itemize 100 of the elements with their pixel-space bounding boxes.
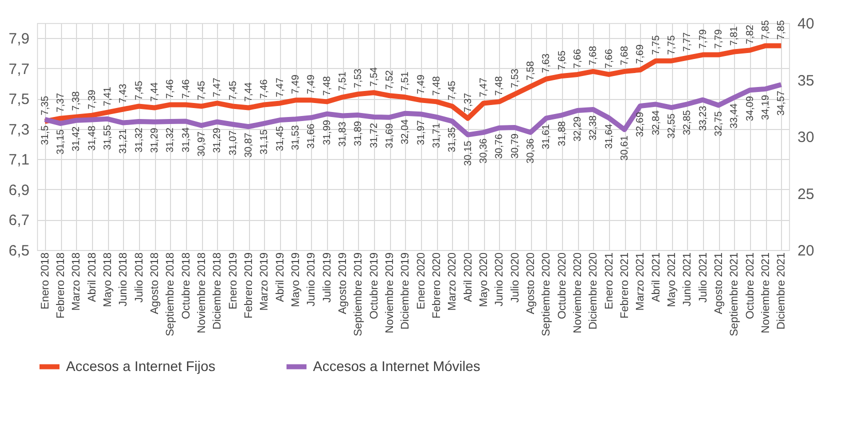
- x-tick-label: Febrero 2021: [619, 252, 631, 319]
- data-label: 7,51: [338, 71, 348, 92]
- data-label: 7,77: [682, 32, 694, 52]
- data-label: 7,47: [274, 77, 286, 98]
- data-label: 7,75: [666, 34, 678, 55]
- x-tick-label: Agosto 2018: [149, 252, 161, 314]
- data-label: 31,53: [290, 124, 302, 150]
- legend-label: Accesos a Internet Móviles: [313, 358, 480, 374]
- data-label: 31,15: [56, 129, 66, 154]
- x-tick-label: Enero 2019: [227, 252, 240, 310]
- x-tick-label: Julio 2020: [509, 252, 522, 303]
- data-label: 7,82: [744, 24, 756, 44]
- data-label: 31,45: [274, 126, 286, 152]
- data-label: 7,38: [71, 90, 82, 111]
- x-tick-label: Julio 2019: [321, 252, 334, 303]
- data-label: 7,46: [165, 78, 176, 99]
- data-label: 31,55: [102, 124, 114, 150]
- data-label: 7,45: [228, 80, 239, 100]
- y-tick-label: 6,9: [8, 182, 30, 199]
- data-label: 7,45: [196, 80, 208, 100]
- data-label: 7,46: [259, 78, 270, 99]
- data-label: 30,36: [478, 138, 490, 164]
- y2-tick-label: 30: [798, 129, 814, 146]
- y-tick-label: 6,5: [8, 242, 30, 260]
- y-tick-label: 7,1: [8, 152, 30, 169]
- data-label: 7,75: [650, 34, 662, 55]
- data-label: 32,29: [572, 116, 584, 142]
- x-tick-label: Mayo 2019: [290, 252, 302, 307]
- y-tick-label: 7,7: [8, 60, 30, 78]
- data-label: 7,48: [494, 76, 506, 96]
- x-tick-label: Diciembre 2019: [400, 252, 412, 330]
- data-label: 7,58: [526, 60, 536, 81]
- data-label: 34,19: [760, 94, 772, 120]
- x-tick-label: Agosto 2021: [713, 252, 725, 314]
- y-tick-label: 7,3: [8, 121, 30, 138]
- y-tick-label: 7,9: [8, 30, 30, 48]
- data-label: 31,64: [604, 123, 615, 149]
- data-label: 30,97: [196, 131, 208, 157]
- data-label: 31,72: [368, 122, 380, 148]
- data-label: 7,53: [510, 68, 521, 88]
- data-label: 32,38: [588, 115, 600, 141]
- data-label: 7,39: [86, 89, 98, 110]
- data-label: 31,69: [384, 122, 396, 148]
- data-label: 31,29: [150, 127, 160, 153]
- data-label: 7,43: [118, 83, 130, 104]
- data-label: 33,23: [698, 105, 709, 131]
- x-tick-label: Enero 2021: [603, 252, 616, 310]
- x-tick-label: Octubre 2019: [368, 252, 380, 320]
- x-tick-label: Febrero 2019: [243, 252, 255, 319]
- x-tick-label: Noviembre 2018: [196, 252, 208, 334]
- x-tick-label: Abril 2019: [274, 252, 286, 302]
- y2-tick-label: 35: [798, 72, 814, 90]
- data-label: 31,88: [556, 120, 568, 146]
- x-tick-label: Enero 2020: [415, 252, 428, 310]
- y2-tick-label: 25: [798, 186, 814, 203]
- x-tick-label: Julio 2018: [133, 252, 146, 303]
- data-label: 7,53: [353, 68, 364, 88]
- x-tick-label: Septiembre 2019: [352, 252, 365, 336]
- data-label: 31,83: [338, 121, 348, 147]
- x-tick-label: Junio 2019: [306, 252, 318, 306]
- x-tick-label: Septiembre 2021: [728, 252, 741, 336]
- data-label: 7,44: [150, 82, 160, 102]
- data-label: 31,97: [416, 120, 427, 146]
- y-tick-label: 6,7: [8, 212, 30, 230]
- data-label: 7,63: [541, 53, 552, 73]
- x-tick-label: Abril 2018: [86, 252, 98, 302]
- data-label: 7,52: [384, 70, 396, 90]
- x-tick-label: Mayo 2021: [666, 252, 678, 307]
- data-label: 31,71: [432, 122, 442, 148]
- data-label: 7,65: [556, 50, 568, 70]
- data-label: 7,79: [714, 28, 724, 49]
- data-label: 30,79: [510, 133, 521, 159]
- x-tick-label: Junio 2020: [494, 252, 506, 306]
- data-label: 7,48: [322, 76, 333, 96]
- data-label: 7,47: [478, 77, 490, 98]
- data-label: 7,44: [244, 82, 254, 102]
- data-label: 7,66: [604, 48, 615, 68]
- data-label: 32,55: [666, 113, 678, 139]
- data-label: 7,47: [212, 77, 224, 98]
- x-tick-label: Julio 2021: [697, 252, 710, 303]
- data-label: 30,61: [620, 135, 630, 161]
- data-label: 32,85: [682, 110, 694, 136]
- data-label: 30,87: [244, 132, 254, 158]
- data-label: 31,42: [71, 126, 82, 152]
- data-label: 7,49: [290, 74, 302, 94]
- data-label: 31,07: [228, 130, 239, 156]
- x-tick-label: Marzo 2019: [258, 252, 271, 311]
- data-label: 31,32: [165, 127, 176, 153]
- y2-tick-label: 40: [798, 16, 814, 32]
- data-label: 31,34: [180, 126, 192, 152]
- x-tick-label: Junio 2021: [682, 252, 694, 306]
- data-label: 33,44: [729, 103, 740, 128]
- data-label: 7,79: [698, 28, 709, 49]
- data-label: 32,84: [650, 110, 662, 136]
- legend-label: Accesos a Internet Fijos: [66, 358, 216, 374]
- data-label: 31,48: [86, 125, 98, 151]
- x-tick-label: Octubre 2021: [744, 252, 756, 320]
- data-label: 7,68: [588, 46, 600, 66]
- x-tick-label: Marzo 2020: [446, 252, 459, 311]
- data-label: 7,85: [776, 20, 788, 40]
